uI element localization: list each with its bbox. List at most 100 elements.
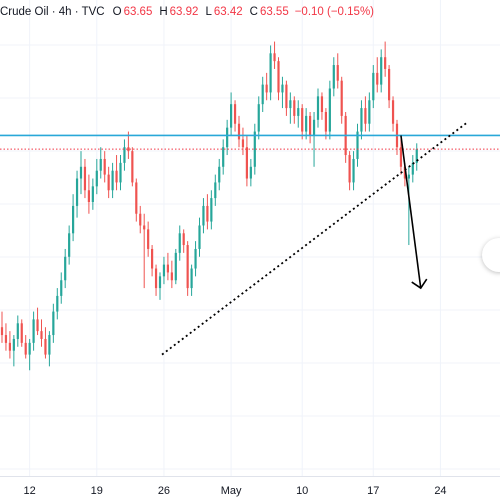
candle-body (352, 158, 355, 183)
candle (415, 143, 418, 171)
candle-body (309, 115, 312, 136)
candle (131, 147, 134, 187)
grid (0, 0, 500, 476)
candle-body (174, 252, 177, 281)
x-tick-label: May (220, 485, 242, 497)
chart-canvas[interactable] (0, 0, 500, 476)
candle (72, 194, 75, 242)
candle (309, 112, 312, 144)
candle (162, 256, 166, 285)
candle-body (64, 256, 67, 281)
candle-body (24, 342, 27, 355)
candle (210, 190, 213, 230)
candle (95, 158, 98, 195)
candle-body (391, 100, 395, 124)
candle-body (289, 100, 292, 109)
candle (12, 335, 15, 367)
candle-body (372, 72, 375, 101)
candle (48, 331, 51, 367)
candle (222, 139, 225, 175)
candle-body (87, 190, 90, 202)
candle (352, 151, 355, 191)
candle-body (162, 264, 166, 277)
candle-body (20, 323, 23, 343)
candle-body (32, 319, 35, 343)
candle (336, 53, 339, 89)
candle (399, 139, 403, 175)
candle-body (241, 139, 245, 148)
candle (151, 245, 154, 277)
candle-body (312, 119, 316, 136)
candle-body (60, 280, 63, 296)
candle (64, 248, 67, 289)
candle-body (316, 96, 320, 120)
time-axis[interactable]: 12 19 26 May 10 17 24 (0, 476, 500, 501)
candle (368, 92, 371, 132)
candle-body (407, 174, 410, 179)
candle-body (103, 158, 106, 175)
candle (312, 112, 316, 167)
candle-body (320, 96, 324, 112)
trendline[interactable] (161, 121, 469, 356)
candle-body (99, 158, 102, 171)
candle-body (115, 170, 118, 183)
candle (364, 96, 367, 132)
candle-body (151, 248, 154, 269)
candle-body (83, 166, 87, 191)
candle (320, 92, 324, 120)
candle-body (119, 162, 122, 183)
candle-body (265, 84, 268, 93)
side-panel-button[interactable] (482, 238, 500, 272)
candle-body (388, 68, 391, 101)
candle-body (95, 170, 98, 187)
candle-body (281, 84, 284, 93)
candle-body (190, 268, 193, 289)
candle (253, 123, 256, 175)
candle (174, 248, 177, 285)
candle (214, 174, 217, 206)
candle-body (131, 151, 134, 183)
candle (202, 198, 205, 234)
candle (68, 225, 71, 265)
symbol-label[interactable]: Crude Oil · 4h · TVC (0, 6, 105, 18)
candle-body (44, 338, 47, 355)
candle (40, 319, 43, 347)
candle (198, 217, 201, 257)
candle (206, 194, 209, 230)
change-value: −0.10 (−0.15%) (294, 6, 374, 18)
candle-body (135, 182, 138, 214)
candle (8, 331, 11, 359)
candle (297, 100, 300, 128)
candle-body (107, 174, 110, 191)
candle (360, 100, 363, 140)
candle (328, 80, 331, 140)
candle-body (40, 331, 43, 339)
candle (356, 123, 359, 167)
candle (281, 76, 284, 109)
candle (135, 178, 138, 222)
candle-body (154, 268, 158, 289)
candle-body (79, 166, 83, 179)
candle-body (123, 147, 126, 163)
candle (395, 119, 399, 156)
candle-body (56, 295, 59, 312)
candle-body (415, 149, 418, 163)
candle-body (210, 198, 213, 222)
candle (344, 112, 347, 163)
down-arrow[interactable] (400, 135, 428, 290)
candle-body (332, 65, 335, 89)
candle-body (324, 112, 327, 132)
candle (139, 205, 142, 234)
candle (277, 57, 280, 101)
candle (380, 49, 383, 93)
candle-body (166, 264, 169, 273)
candle-body (364, 108, 367, 124)
candle-body (384, 57, 387, 69)
drawings[interactable] (0, 121, 500, 356)
candle-body (16, 323, 19, 339)
candle (372, 65, 375, 109)
candle-body (12, 338, 15, 351)
candle (60, 272, 63, 304)
candle (301, 104, 304, 140)
